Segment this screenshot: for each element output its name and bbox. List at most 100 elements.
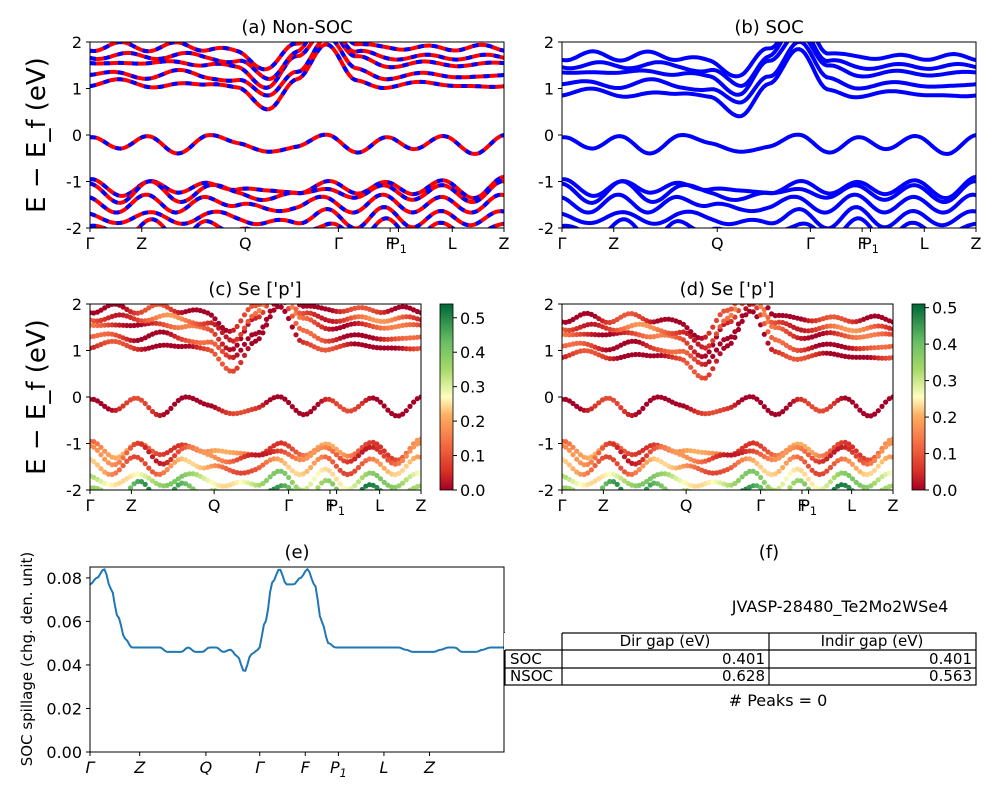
panel-c-point — [157, 342, 163, 349]
panel-d-point — [732, 329, 738, 335]
panel-d-point — [761, 311, 767, 317]
panel-c-point — [312, 491, 317, 496]
panel-d-point — [758, 464, 764, 470]
panel-c-point — [219, 324, 225, 331]
panel-c-point — [120, 322, 126, 328]
panel-d-colorbar-label: 0.5 — [932, 299, 957, 318]
panel-d-point — [684, 350, 690, 356]
panel-d-point — [846, 484, 852, 490]
panel-d-point — [644, 478, 650, 485]
panel-c-point — [124, 322, 130, 329]
panel-d-point — [574, 340, 580, 346]
panel-c-point — [330, 481, 336, 487]
panel-d-point — [577, 452, 584, 458]
panel-b-band-line — [562, 42, 976, 89]
panel-c-point — [105, 471, 111, 477]
panel-d-point — [592, 313, 598, 319]
panel-c-point — [205, 320, 211, 326]
panel-c-point — [411, 346, 417, 352]
panel-c-point — [149, 469, 156, 475]
panel-d-point — [857, 494, 862, 499]
panel-c-point — [116, 459, 122, 465]
panel-c-point — [418, 440, 421, 446]
panel-d-point — [857, 346, 863, 352]
panel-d-point — [802, 398, 808, 404]
panel-c-point — [146, 475, 152, 481]
panel-c-point — [286, 474, 292, 481]
panel-d-point — [566, 398, 573, 404]
panel-c-point — [168, 492, 173, 497]
panel-b-xtick-label: Γ — [806, 234, 815, 253]
panel-d-point — [702, 353, 709, 359]
panel-d-point — [846, 472, 852, 479]
panel-c-point — [227, 496, 232, 501]
panel-c-point — [110, 495, 115, 500]
panel-c-point — [150, 492, 155, 497]
panel-c-point — [102, 448, 108, 454]
panel-c-xtick-label: Γ — [86, 496, 95, 515]
panel-c-point — [127, 485, 134, 490]
panel-c-point — [231, 497, 236, 502]
panel-d-point — [721, 318, 727, 324]
panel-c-point — [352, 483, 358, 489]
panel-c-point — [344, 408, 350, 414]
panel-d-point — [798, 455, 804, 462]
panel-c-point — [418, 317, 421, 323]
panel-d-point — [721, 452, 727, 458]
panel-d-point — [868, 354, 874, 361]
panel-d-point — [691, 356, 698, 362]
panel-c-point — [91, 322, 97, 328]
panel-c-point — [164, 409, 170, 415]
panel-d-point — [828, 491, 833, 496]
panel-c-point — [234, 450, 240, 456]
panel-c-point — [311, 333, 317, 339]
panel-c-point — [146, 405, 152, 411]
panel-c-point — [381, 465, 387, 471]
panel-c-point — [326, 455, 332, 462]
panel-a-band-line-dash — [90, 42, 504, 90]
panel-d-point — [849, 354, 856, 360]
panel-d-point — [783, 476, 789, 482]
panel-c-ytick-label: -1 — [66, 435, 82, 454]
panel-c-point — [374, 472, 380, 479]
panel-d-point — [849, 328, 856, 334]
panel-d-point — [688, 344, 694, 351]
panel-c-point — [304, 310, 310, 316]
panel-d-point — [831, 475, 837, 481]
panel-d-point — [680, 321, 687, 327]
panel-d-point — [621, 408, 628, 415]
panel-d-point — [820, 485, 826, 490]
panel-d-point — [824, 495, 829, 500]
panel-d-point — [732, 462, 738, 468]
panel-c-point — [286, 443, 292, 449]
panel-c-point — [352, 468, 358, 474]
panel-a-band-line — [90, 132, 504, 156]
panel-c-point — [138, 318, 145, 324]
panel-c-point — [146, 486, 152, 490]
panel-c-point — [352, 495, 357, 500]
panel-d-point — [849, 449, 856, 455]
panel-c-point — [98, 400, 104, 407]
panel-d-point — [783, 449, 789, 455]
panel-c-point — [223, 459, 229, 465]
panel-c-point — [135, 346, 141, 352]
panel-d-point — [868, 483, 874, 489]
panel-b-band-line — [562, 132, 976, 156]
panel-c-xtick-label: Z — [416, 496, 427, 515]
panel-b-xtick-label: Q — [711, 234, 724, 253]
panel-c-point — [245, 318, 251, 325]
panel-c-point — [164, 312, 170, 318]
panel-d-xtick-label: F — [797, 496, 806, 515]
panel-d-point — [872, 467, 878, 473]
panel-c-point — [414, 322, 420, 328]
panel-c-point — [315, 485, 321, 490]
panel-c-point — [293, 320, 299, 326]
panel-a-band-line-dash — [90, 42, 504, 98]
panel-b-ytick-label: 0 — [544, 126, 554, 145]
panel-c-point — [282, 460, 288, 466]
panel-c-point — [333, 486, 339, 490]
panel-d-point — [684, 488, 690, 490]
panel-c-point — [238, 470, 244, 476]
panel-c-point — [94, 441, 100, 447]
panel-a-bands — [90, 42, 504, 228]
